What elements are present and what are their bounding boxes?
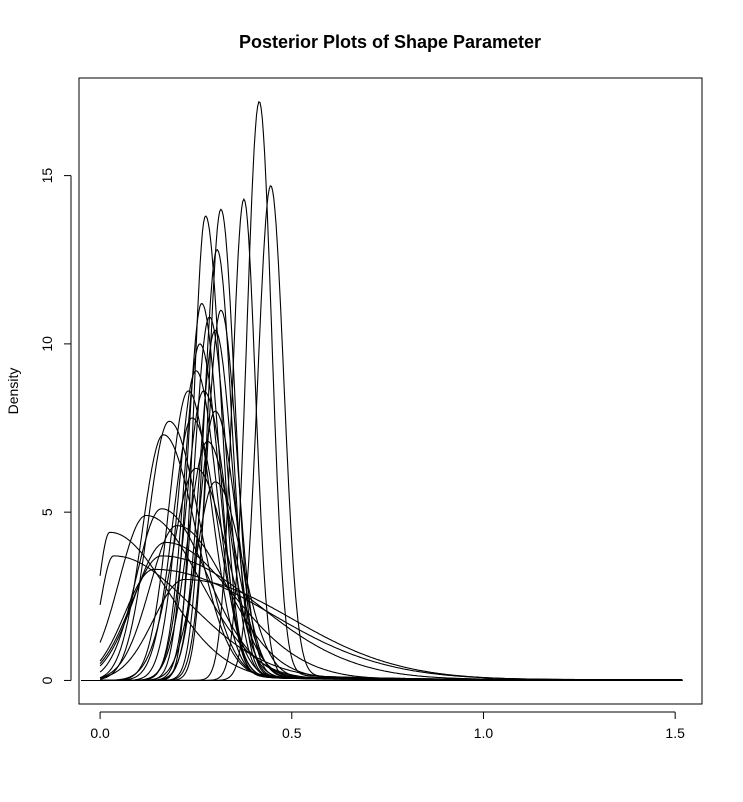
y-tick-label: 5 xyxy=(39,508,55,516)
density-curve-30 xyxy=(100,578,683,681)
density-curve-10 xyxy=(100,329,683,681)
chart-title: Posterior Plots of Shape Parameter xyxy=(239,32,541,52)
plot-frame xyxy=(78,77,703,705)
x-tick-label: 0.5 xyxy=(282,725,302,741)
x-tick-label: 1.0 xyxy=(474,725,494,741)
plot-area xyxy=(81,100,683,681)
y-tick-label: 15 xyxy=(39,168,55,184)
y-tick-label: 0 xyxy=(39,676,55,684)
x-axis: 0.0 0.5 1.0 1.5 xyxy=(90,711,685,741)
density-curve-22 xyxy=(99,508,683,681)
density-curve-12 xyxy=(100,370,683,681)
y-axis: 0 5 10 15 xyxy=(39,168,72,684)
density-curve-11 xyxy=(100,343,683,681)
y-axis-label: Density xyxy=(5,368,21,415)
x-tick-label: 0.0 xyxy=(90,725,110,741)
y-tick-label: 10 xyxy=(39,336,55,352)
x-tick-label: 1.5 xyxy=(665,725,685,741)
